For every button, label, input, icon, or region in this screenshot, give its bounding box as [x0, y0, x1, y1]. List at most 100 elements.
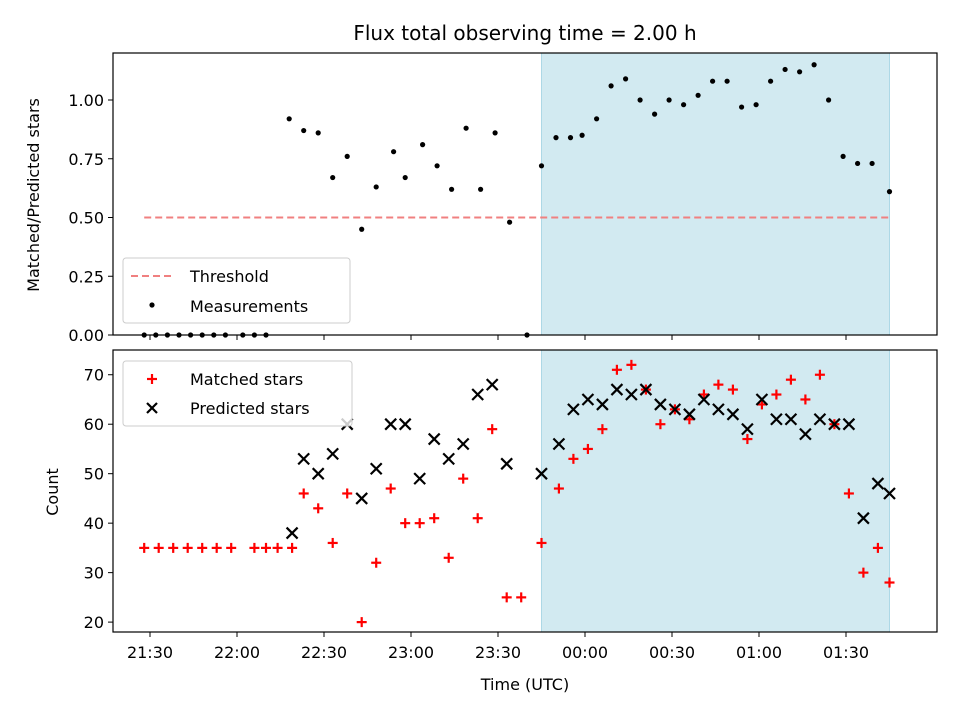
predicted-stars-point — [311, 467, 325, 480]
predicted-stars-point-b — [639, 383, 653, 396]
legend-threshold-label: Threshold — [189, 267, 269, 286]
predicted-stars-point — [581, 393, 595, 406]
matched-stars-point — [684, 414, 695, 425]
matched-stars-point — [756, 399, 767, 410]
matched-stars-point — [182, 542, 193, 553]
predicted-stars-point — [552, 437, 566, 451]
predicted-stars-point-b — [500, 457, 513, 471]
predicted-stars-point — [384, 417, 397, 431]
matched-stars-point — [458, 473, 469, 484]
matched-stars-point — [713, 379, 724, 390]
matched-stars-point — [872, 542, 883, 553]
predicted-stars-point-b — [413, 472, 426, 485]
predicted-stars-point-b — [755, 393, 769, 406]
predicted-stars-point-b — [427, 432, 441, 446]
predicted-stars-point-b — [471, 388, 484, 401]
x-tick-label: 23:30 — [475, 643, 521, 662]
measurement-point — [373, 184, 379, 190]
matched-stars-point — [568, 453, 579, 464]
y-tick-label: 40 — [84, 514, 104, 533]
matched-stars-point — [582, 443, 593, 454]
matched-stars-point — [516, 592, 527, 603]
predicted-stars-point — [398, 417, 412, 431]
matched-stars-point — [298, 488, 309, 499]
predicted-stars-point — [485, 378, 499, 391]
measurement-point — [695, 92, 701, 98]
legend-measurements-label: Measurements — [190, 297, 308, 316]
y-tick-label: 0.00 — [68, 326, 104, 345]
predicted-stars-point — [285, 526, 299, 540]
predicted-stars-point-b — [741, 422, 754, 436]
x-tick-label: 22:30 — [301, 643, 347, 662]
predicted-stars-point — [712, 403, 725, 416]
matched-stars-point — [553, 483, 564, 494]
measurement-point — [637, 97, 643, 103]
x-tick-label: 00:00 — [562, 643, 608, 662]
measurement-point — [434, 163, 440, 169]
measurement-point — [739, 104, 745, 110]
predicted-stars-point-b — [311, 467, 325, 480]
predicted-stars-point — [755, 393, 769, 406]
matched-stars-point — [487, 424, 498, 435]
legend-bottom: Matched stars Predicted stars — [122, 360, 353, 427]
legend-predicted-label: Predicted stars — [190, 399, 310, 418]
plot-frame-bottom — [112, 349, 938, 633]
measurement-point — [492, 130, 498, 136]
predicted-stars-point — [427, 432, 441, 446]
matched-stars-point — [139, 542, 150, 553]
measurement-point — [344, 153, 350, 159]
matched-stars-point — [472, 513, 483, 524]
y-tick-label: 70 — [84, 366, 104, 385]
predicted-stars-point-b — [828, 417, 841, 431]
x-tick-label: 23:00 — [388, 643, 434, 662]
predicted-stars-point-b — [610, 383, 624, 396]
predicted-stars-point — [726, 408, 740, 421]
predicted-stars-point — [842, 417, 856, 431]
predicted-stars-point-b — [369, 462, 383, 476]
measurement-point — [886, 189, 893, 195]
measurement-point — [811, 62, 817, 68]
predicted-stars-point — [770, 412, 783, 426]
matched-stars-point — [536, 537, 547, 548]
predicted-stars-point-b — [842, 417, 856, 431]
predicted-stars-point — [535, 467, 548, 480]
legend-measurements-swatch — [149, 302, 155, 308]
y-tick-label: 30 — [84, 564, 104, 583]
matched-stars-point — [197, 542, 208, 553]
y-tick-label: 50 — [84, 465, 104, 484]
measurement-point — [391, 149, 397, 155]
x-tick-label: 01:00 — [736, 643, 782, 662]
predicted-stars-point-b — [297, 452, 310, 466]
predicted-stars-point — [442, 452, 455, 466]
top-y-axis-label: Matched/Predicted stars — [24, 98, 43, 292]
predicted-stars-point-b — [883, 487, 896, 500]
measurement-point — [420, 142, 426, 148]
legend-matched-label: Matched stars — [190, 370, 303, 389]
legend-top: Threshold Measurements — [122, 257, 351, 324]
matched-stars-point — [261, 542, 271, 553]
measurement-point — [710, 78, 716, 84]
predicted-stars-point — [813, 412, 827, 426]
measurement-point — [553, 135, 559, 141]
predicted-stars-point — [610, 383, 624, 396]
chart-title: Flux total observing time = 2.00 h — [353, 21, 696, 45]
measurement-point — [869, 160, 875, 167]
predicted-stars-point-b — [456, 437, 470, 451]
predicted-stars-point-b — [552, 437, 566, 451]
legend-bottom-box — [122, 360, 353, 427]
bottom-y-axis-label: Count — [43, 468, 62, 516]
matched-stars-point — [611, 364, 622, 375]
predicted-stars-point-b — [871, 477, 885, 490]
matched-stars-point — [249, 542, 260, 553]
measurement-point — [753, 102, 759, 108]
measurement-point — [330, 174, 336, 181]
predicted-stars-point — [828, 417, 841, 431]
measurement-point — [666, 97, 672, 103]
predicted-stars-point — [683, 408, 696, 421]
predicted-stars-point — [297, 452, 310, 466]
predicted-stars-point-b — [596, 398, 609, 411]
matched-stars-point — [626, 359, 637, 370]
predicted-stars-point-b — [799, 427, 812, 441]
y-tick-label: 60 — [84, 415, 104, 434]
predicted-stars-point — [668, 403, 682, 416]
